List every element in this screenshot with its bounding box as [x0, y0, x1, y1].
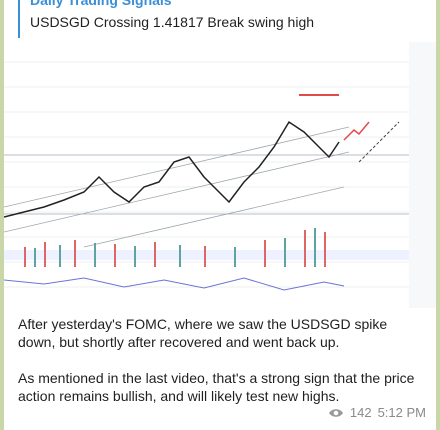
signal-arrow-red [343, 121, 370, 141]
message-meta: 142 5:12 PM [328, 405, 426, 420]
oscillator-line [4, 277, 345, 291]
signal-arrow-dashed [358, 121, 400, 163]
view-count: 142 [349, 405, 372, 420]
price-axis [409, 42, 436, 308]
message-text: After yesterday's FOMC, where we saw the… [18, 315, 428, 423]
trend-lines [4, 126, 409, 248]
message-time: 5:12 PM [377, 405, 426, 420]
volume-bars-alt [34, 228, 316, 267]
chart-image[interactable] [4, 42, 436, 308]
chart-grid [4, 61, 409, 288]
message-paragraph-2: As mentioned in the last video, that's a… [18, 370, 415, 404]
reply-message-text: USDSGD Crossing 1.41817 Break swing high [30, 14, 315, 30]
reply-channel-title: Daily Trading Signals [30, 0, 172, 8]
reply-preview[interactable]: Daily Trading Signals USDSGD Crossing 1.… [18, 0, 428, 38]
eye-icon [328, 408, 343, 417]
message-bubble: Daily Trading Signals USDSGD Crossing 1.… [4, 0, 436, 430]
volume-bars [24, 230, 326, 267]
swing-high-marker [299, 94, 339, 96]
volume-band [4, 250, 409, 260]
price-line [4, 120, 340, 218]
message-paragraph-1: After yesterday's FOMC, where we saw the… [18, 316, 388, 350]
